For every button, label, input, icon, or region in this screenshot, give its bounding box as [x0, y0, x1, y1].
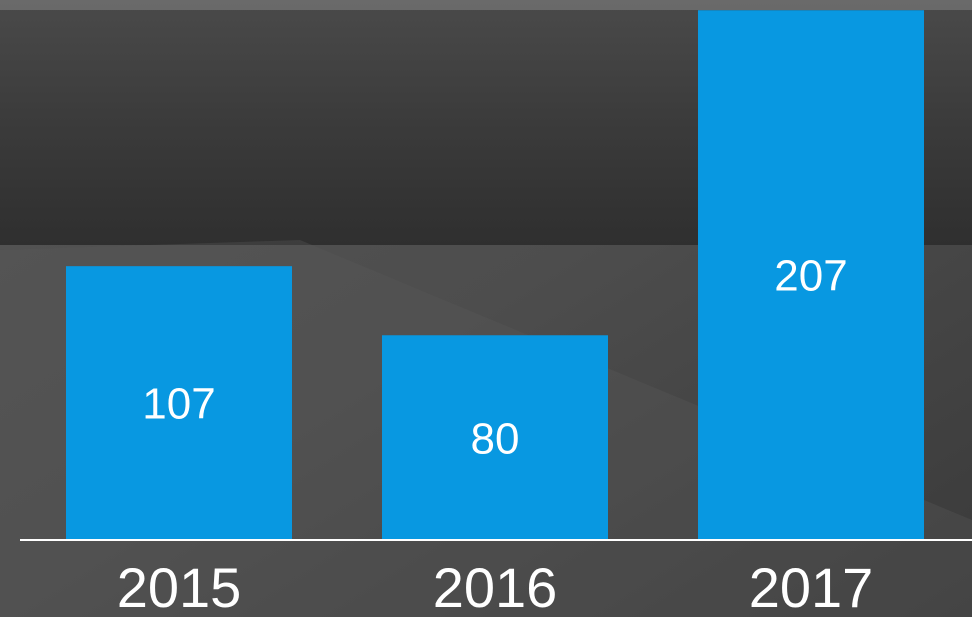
value-label: 107	[142, 380, 215, 429]
value-label: 207	[774, 252, 847, 301]
chart: 107 2015 80 2016 207 2017	[0, 0, 972, 617]
x-tick-label: 2016	[433, 556, 558, 617]
page: 10720158020162072017 (() => { const data…	[0, 0, 972, 617]
value-label: 80	[471, 414, 520, 463]
background-edge	[0, 0, 972, 10]
x-tick-label: 2015	[117, 556, 242, 617]
x-tick-label: 2017	[749, 556, 874, 617]
